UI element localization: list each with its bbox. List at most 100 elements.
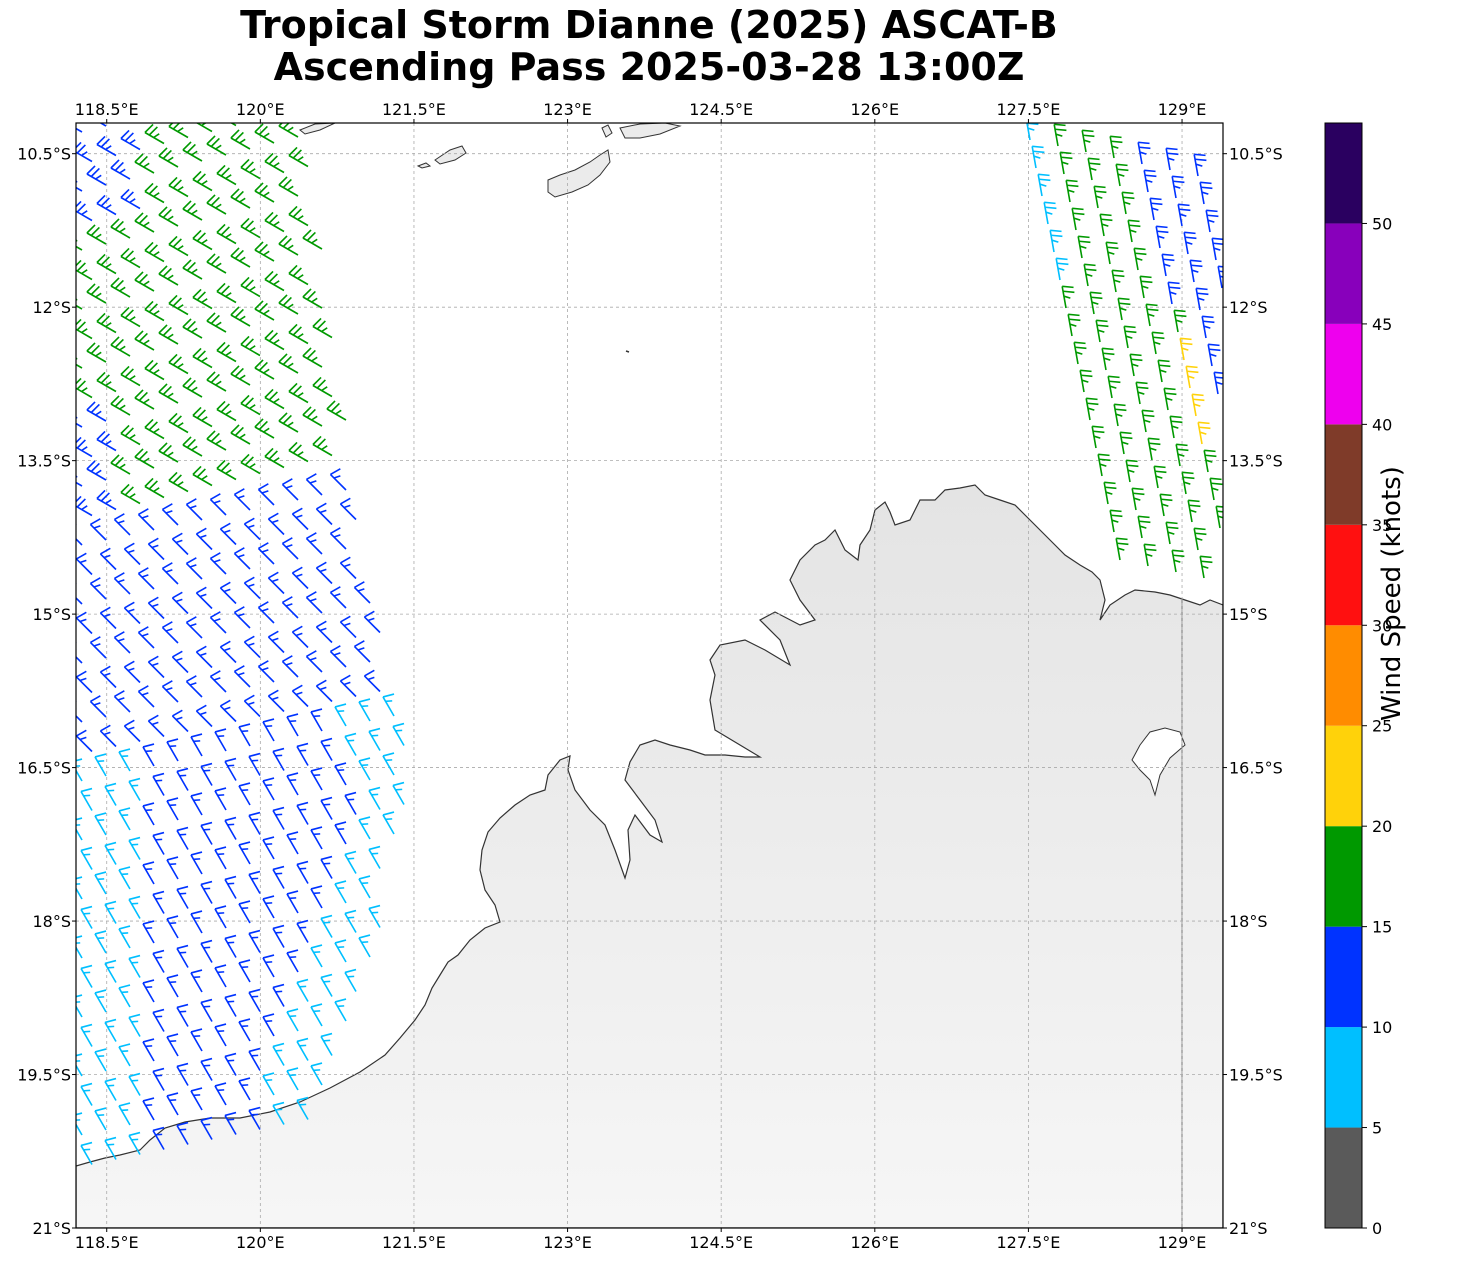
wind-barb: [358, 934, 371, 958]
wind-barb: [262, 836, 275, 860]
colorbar-segment: [1325, 424, 1362, 525]
wind-barb: [195, 586, 213, 610]
wind-barb: [94, 1048, 107, 1072]
wind-barb: [128, 1072, 141, 1096]
wind-barb: [1137, 141, 1151, 165]
wind-barb: [238, 782, 251, 806]
wind-barb: [224, 934, 237, 958]
wind-barb: [334, 998, 347, 1022]
wind-barb: [192, 123, 213, 133]
wind-barb: [305, 473, 323, 496]
wind-barb: [1037, 173, 1051, 197]
wind-barb: [123, 660, 141, 684]
wind-barb: [254, 182, 275, 203]
wind-barb: [166, 915, 179, 939]
wind-barb: [166, 856, 179, 880]
wind-barb: [1103, 481, 1117, 505]
wind-barb: [382, 811, 395, 835]
wind-barb: [262, 1013, 275, 1037]
wind-barb: [120, 306, 141, 328]
wind-barb: [89, 577, 107, 600]
wind-barb: [272, 1042, 285, 1066]
wind-barb: [134, 330, 155, 351]
wind-barb: [240, 335, 261, 357]
wind-barb: [320, 914, 333, 938]
lon-label-bottom: 120°E: [236, 1233, 285, 1252]
wind-barb: [1143, 169, 1157, 193]
wind-barb: [214, 1082, 227, 1106]
wind-barb: [206, 253, 227, 274]
lat-label-right: 16.5°S: [1229, 759, 1283, 778]
wind-barb: [86, 123, 107, 127]
wind-barb: [238, 841, 251, 865]
wind-barb: [128, 954, 141, 978]
wind-barb: [296, 801, 309, 825]
wind-barb: [1127, 219, 1141, 243]
lon-label-bottom: 118.5°E: [75, 1233, 139, 1252]
wind-barb: [1177, 203, 1191, 227]
wind-barb: [110, 336, 131, 357]
colorbar-tick-label: 20: [1372, 817, 1392, 836]
wind-barb: [76, 670, 93, 694]
lon-label-bottom: 123°E: [543, 1233, 592, 1252]
wind-barb: [134, 271, 155, 292]
wind-barb: [158, 147, 179, 168]
wind-barb: [86, 224, 107, 245]
chart-title: Tropical Storm Dianne (2025) ASCAT-B Asc…: [75, 4, 1223, 88]
wind-barb: [118, 748, 131, 772]
wind-barb: [240, 158, 261, 180]
wind-barb: [1089, 291, 1103, 315]
wind-barb: [137, 685, 155, 708]
lat-label-left: 18°S: [32, 912, 71, 931]
wind-barb: [248, 870, 261, 894]
wind-barb: [110, 395, 131, 416]
wind-barb: [219, 581, 237, 605]
wind-barb: [344, 791, 357, 815]
colorbar-segment: [1325, 625, 1362, 726]
wind-barb: [152, 1008, 165, 1032]
wind-barb: [219, 522, 237, 546]
wind-barb: [326, 400, 347, 421]
title-line-1: Tropical Storm Dianne (2025) ASCAT-B: [240, 3, 1058, 47]
wind-barb: [315, 620, 333, 644]
wind-barb: [1181, 471, 1195, 495]
wind-barb: [305, 532, 323, 555]
colorbar-segment: [1325, 323, 1362, 425]
wind-barb: [262, 895, 275, 919]
wind-barb: [128, 836, 141, 860]
wind-barb: [176, 1003, 189, 1027]
wind-barb: [278, 235, 299, 256]
wind-barb: [1077, 235, 1091, 259]
wind-barb: [168, 471, 189, 493]
wind-barb: [80, 1082, 93, 1106]
wind-barb: [281, 596, 299, 619]
wind-barb: [182, 318, 203, 339]
wind-barb: [1053, 123, 1067, 147]
wind-barb: [243, 694, 261, 718]
wind-barb: [238, 900, 251, 924]
wind-barb: [1083, 263, 1097, 287]
wind-barb: [152, 1067, 165, 1091]
wind-barb: [185, 557, 203, 580]
wind-barb: [272, 983, 285, 1007]
wind-barb: [120, 483, 141, 505]
wind-barbs-layer: [76, 123, 1223, 1165]
wind-barb: [214, 787, 227, 811]
wind-barb: [224, 757, 237, 781]
wind-barb: [94, 989, 107, 1013]
wind-barb: [147, 714, 165, 738]
wind-barb: [296, 919, 309, 943]
wind-barb: [288, 441, 309, 463]
wind-barb: [80, 787, 93, 811]
wind-barb: [1129, 353, 1143, 377]
wind-barb: [216, 400, 237, 422]
wind-barb: [76, 523, 83, 546]
wind-barb: [190, 733, 203, 757]
lat-label-left: 13.5°S: [17, 452, 71, 471]
wind-barb: [291, 507, 309, 531]
wind-barb: [1115, 537, 1129, 561]
wind-barb: [1175, 443, 1189, 467]
wind-barb: [1131, 487, 1145, 511]
wind-barb: [76, 641, 83, 664]
wind-barb: [209, 552, 227, 575]
